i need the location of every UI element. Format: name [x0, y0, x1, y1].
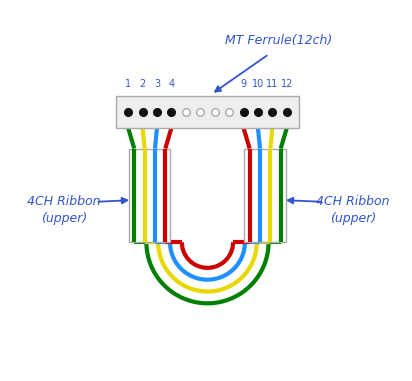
- Text: 9: 9: [241, 80, 247, 90]
- Text: 4CH Ribbon
(upper): 4CH Ribbon (upper): [316, 195, 390, 225]
- Bar: [129, 149, 171, 242]
- Text: 10: 10: [252, 80, 264, 90]
- Text: 1: 1: [125, 80, 131, 90]
- Bar: [116, 96, 299, 128]
- Text: 4CH Ribbon
(upper): 4CH Ribbon (upper): [27, 195, 101, 225]
- Text: MT Ferrule(12ch): MT Ferrule(12ch): [225, 34, 332, 47]
- Text: 4: 4: [169, 80, 175, 90]
- Text: 12: 12: [281, 80, 293, 90]
- Text: 2: 2: [139, 80, 146, 90]
- Text: 3: 3: [154, 80, 160, 90]
- Text: 11: 11: [266, 80, 279, 90]
- Bar: [244, 149, 286, 242]
